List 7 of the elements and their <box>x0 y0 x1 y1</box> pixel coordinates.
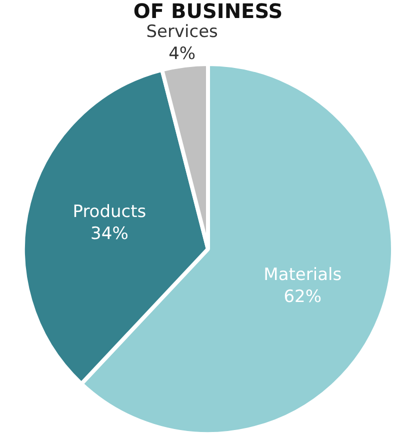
slice-label: Materials <box>264 264 342 285</box>
data-label: 4% <box>168 44 196 64</box>
slice-label: Services <box>146 22 218 42</box>
data-label: 34% <box>90 224 128 244</box>
slice-label: Products <box>72 202 146 222</box>
data-label: 62% <box>284 286 322 307</box>
chart-title: OF BUSINESS <box>132 0 284 23</box>
